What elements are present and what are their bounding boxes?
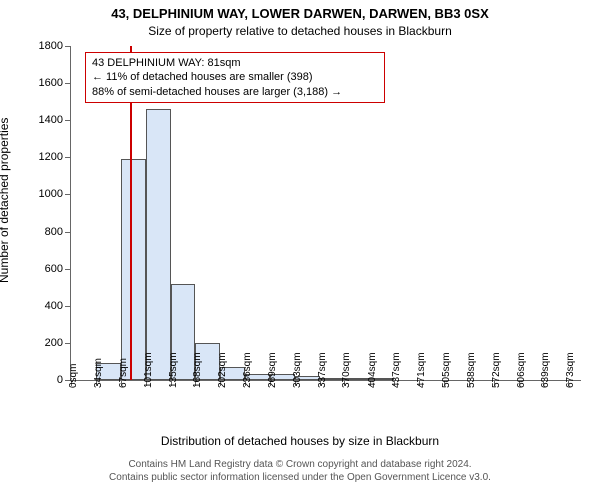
x-tick-label: 168sqm [192,352,203,388]
x-tick-label: 236sqm [242,352,253,388]
callout-line2: ← 11% of detached houses are smaller (39… [92,70,378,84]
y-tick-label: 1800 [39,40,63,52]
y-tick-label: 1600 [39,77,63,89]
y-tick-label: 1400 [39,114,63,126]
x-tick-label: 673sqm [565,352,576,388]
x-tick-label: 639sqm [540,352,551,388]
y-tick [65,306,71,307]
x-tick-label: 437sqm [391,352,402,388]
y-tick-label: 200 [45,337,63,349]
x-tick-label: 337sqm [317,352,328,388]
y-tick-label: 1000 [39,188,63,200]
x-tick-label: 538sqm [466,352,477,388]
x-tick-label: 34sqm [93,358,104,388]
y-tick [65,232,71,233]
callout-line3: 88% of semi-detached houses are larger (… [92,85,378,99]
x-tick-label: 135sqm [168,352,179,388]
footer-line2: Contains public sector information licen… [109,472,491,483]
x-tick-label: 404sqm [367,352,378,388]
y-tick [65,120,71,121]
x-tick-label: 370sqm [341,352,352,388]
y-tick [65,83,71,84]
y-tick [65,46,71,47]
title-line1: 43, DELPHINIUM WAY, LOWER DARWEN, DARWEN… [0,6,600,21]
y-tick [65,343,71,344]
x-tick-label: 505sqm [441,352,452,388]
x-tick-label: 303sqm [292,352,303,388]
y-axis-label: Number of detached properties [0,118,11,283]
y-tick-label: 1200 [39,151,63,163]
chart-container: 43, DELPHINIUM WAY, LOWER DARWEN, DARWEN… [0,0,600,500]
x-tick-label: 202sqm [217,352,228,388]
x-tick-label: 269sqm [267,352,278,388]
y-tick-label: 800 [45,226,63,238]
footer-line1: Contains HM Land Registry data © Crown c… [128,459,471,470]
histogram-bar [146,109,171,380]
callout-box: 43 DELPHINIUM WAY: 81sqm← 11% of detache… [85,52,385,103]
x-tick-label: 101sqm [143,352,154,388]
y-tick-label: 0 [57,374,63,386]
x-axis-label: Distribution of detached houses by size … [0,434,600,448]
x-tick-label: 606sqm [516,352,527,388]
x-tick-label: 572sqm [491,352,502,388]
x-tick-label: 471sqm [416,352,427,388]
y-tick [65,269,71,270]
histogram-bar [121,159,146,380]
x-tick-label: 0sqm [68,364,79,388]
y-tick [65,157,71,158]
y-tick-label: 600 [45,263,63,275]
y-tick [65,194,71,195]
x-tick-label: 67sqm [118,358,129,388]
title-line2: Size of property relative to detached ho… [0,24,600,38]
callout-line1: 43 DELPHINIUM WAY: 81sqm [92,56,378,70]
y-tick-label: 400 [45,300,63,312]
footer-attribution: Contains HM Land Registry data © Crown c… [0,458,600,484]
